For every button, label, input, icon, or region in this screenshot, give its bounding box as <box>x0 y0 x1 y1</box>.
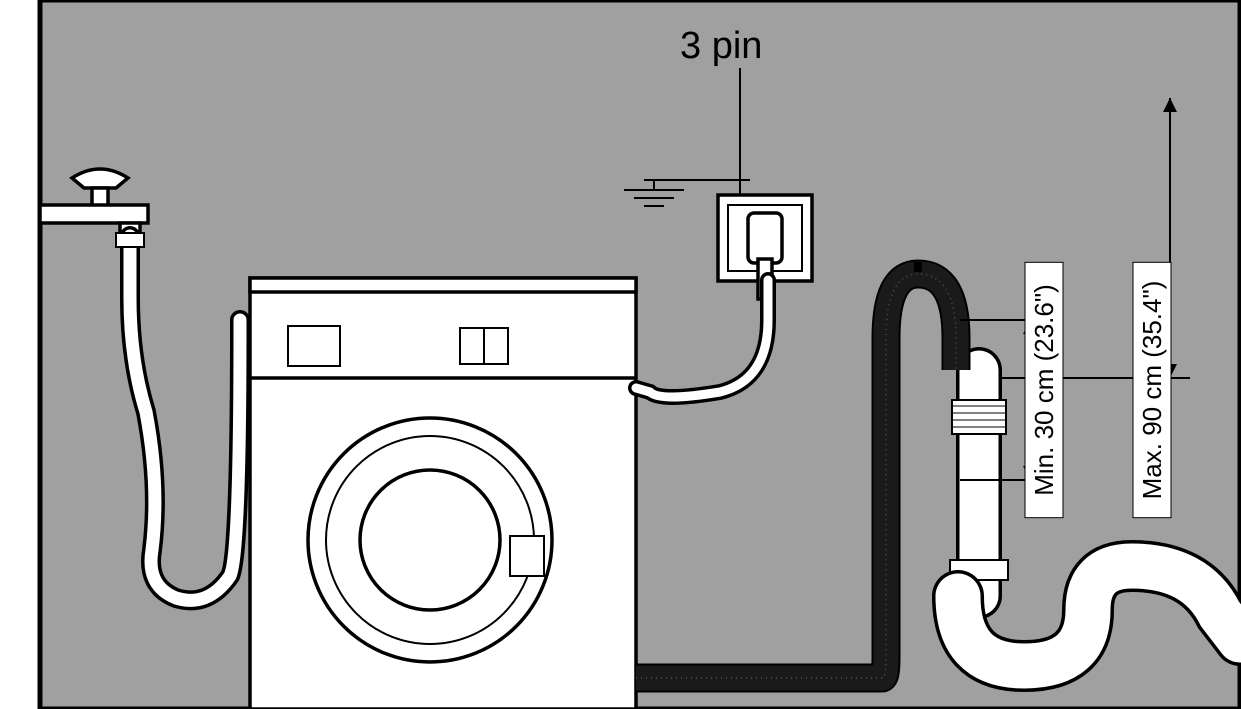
installation-diagram: 3 pin Min. 30 cm (23.6") Max. 90 cm (35.4"… <box>0 0 1241 709</box>
door-handle <box>510 536 544 576</box>
svg-text:Max. 90 cm (35.4"): Max. 90 cm (35.4") <box>1137 281 1167 500</box>
standpipe-coupling <box>952 400 1006 434</box>
dimension-label: Min. 30 cm (23.6") <box>1025 262 1063 517</box>
label-3pin: 3 pin <box>680 25 762 67</box>
power-plug <box>748 213 782 263</box>
water-tap-handle <box>72 169 128 188</box>
svg-text:Min. 30 cm (23.6"): Min. 30 cm (23.6") <box>1029 284 1059 496</box>
water-tap-body <box>40 205 148 223</box>
dimension-label: Max. 90 cm (35.4") <box>1133 262 1171 517</box>
hose-clip <box>914 262 922 272</box>
washing-machine <box>250 278 636 709</box>
